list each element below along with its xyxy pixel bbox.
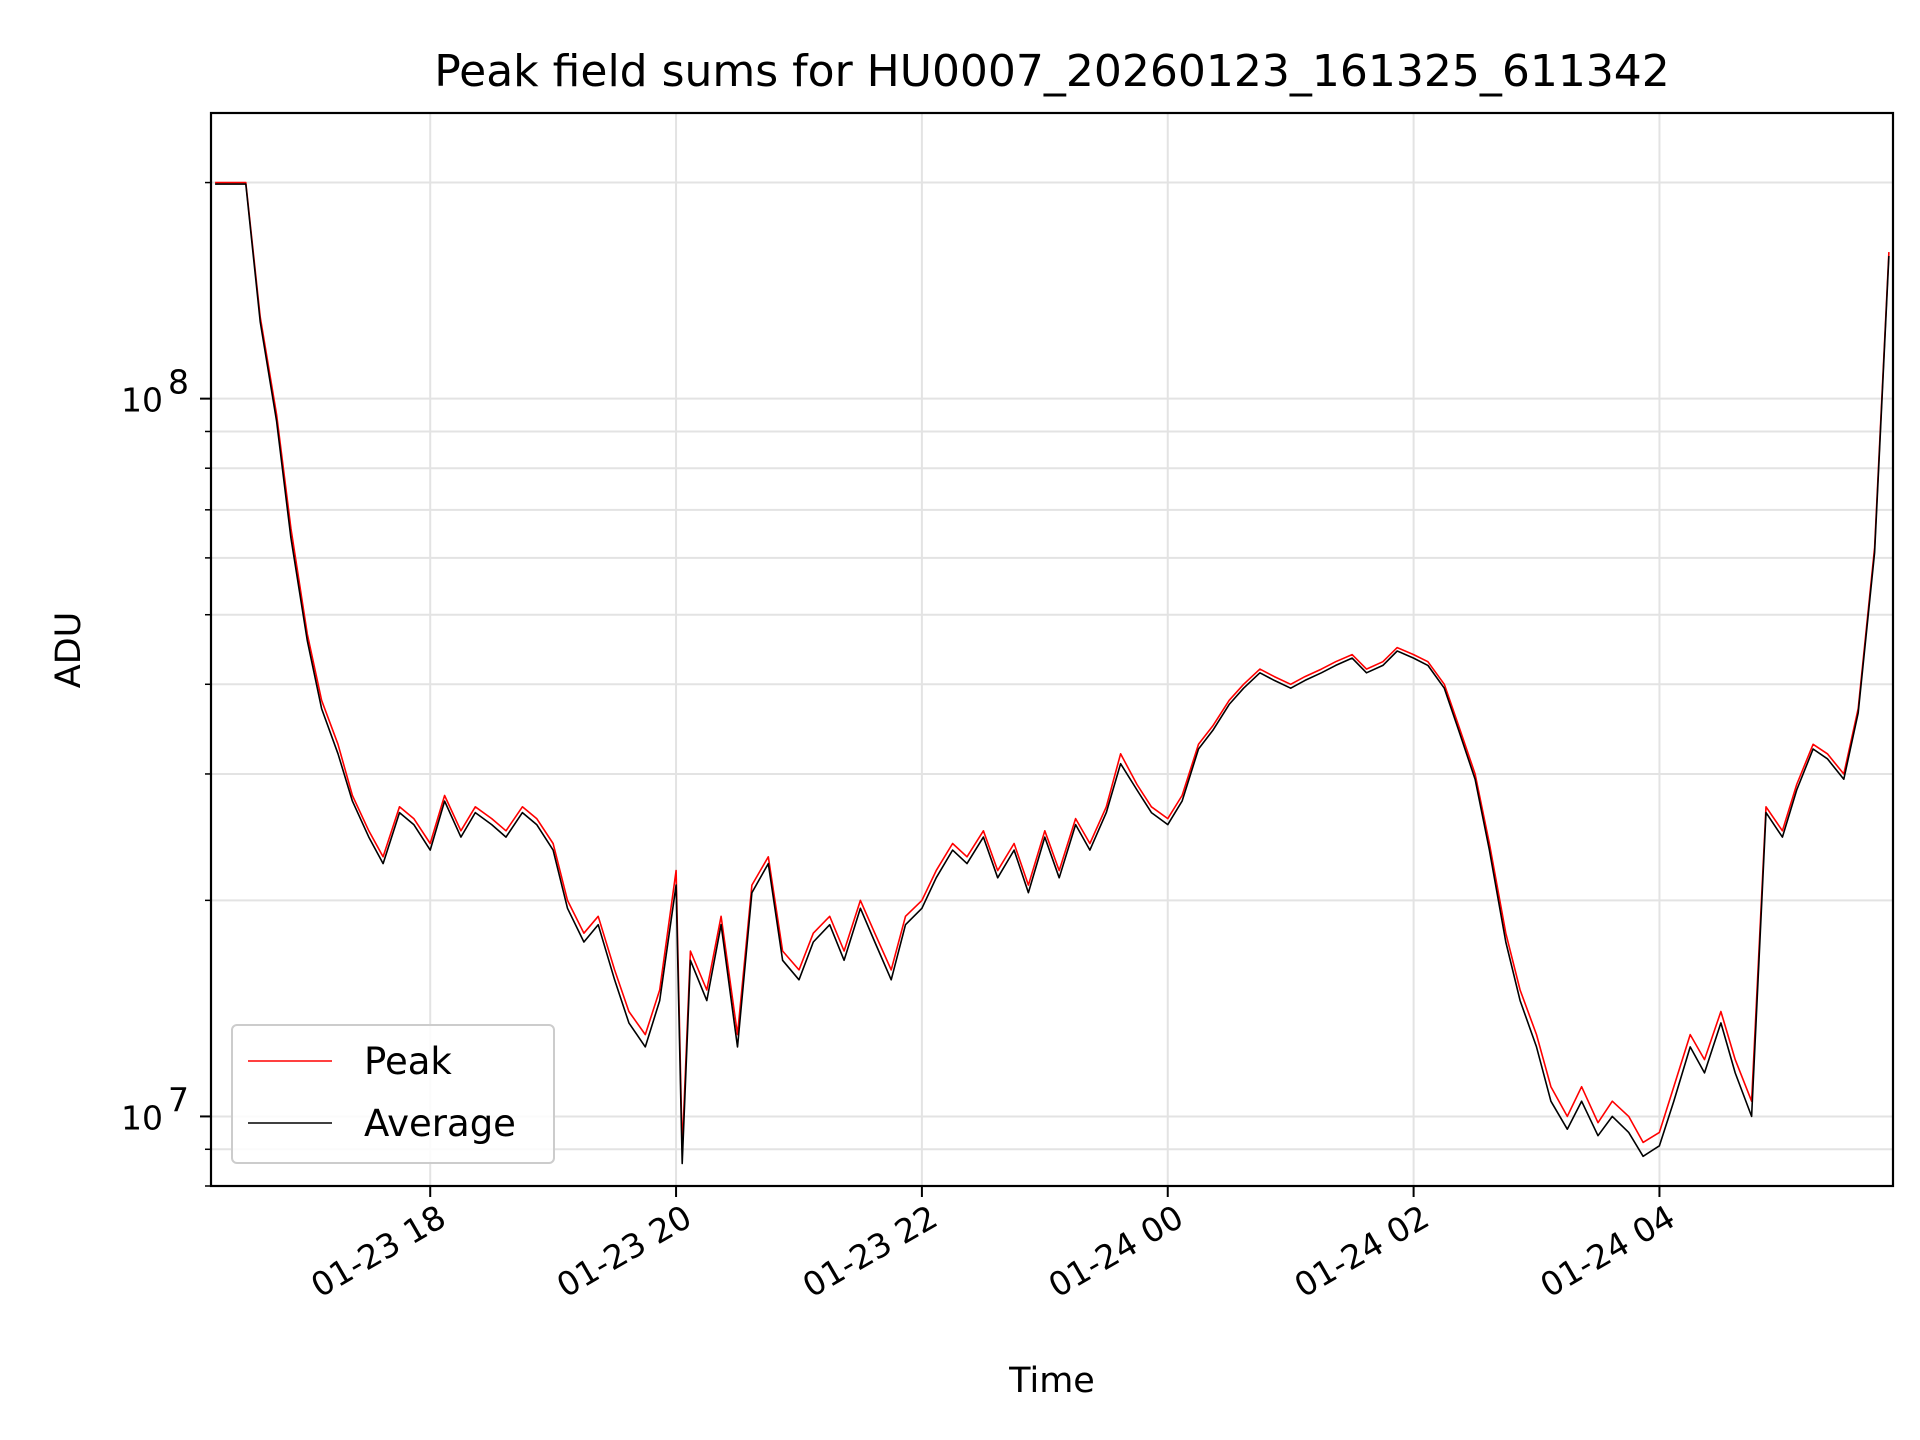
y-tick-label: 10 <box>121 381 163 420</box>
y-axis-title: ADU <box>49 612 89 689</box>
legend-box <box>231 1024 555 1164</box>
legend-label-average: Average <box>364 1102 516 1145</box>
series-line-average <box>215 183 1890 1165</box>
legend-label-peak: Peak <box>364 1040 452 1083</box>
y-tick-exponent: 8 <box>168 363 189 402</box>
y-tick-label: 10 <box>121 1098 163 1137</box>
chart-title: Peak field sums for HU0007_20260123_1613… <box>434 46 1670 97</box>
plot-lines <box>215 181 1890 1165</box>
legend: Peak Average <box>231 1024 555 1164</box>
y-tick-exponent: 7 <box>168 1080 189 1119</box>
x-axis-title: Time <box>1008 1361 1095 1401</box>
series-line-peak <box>215 181 1890 1151</box>
plot-frame <box>209 111 1895 1188</box>
